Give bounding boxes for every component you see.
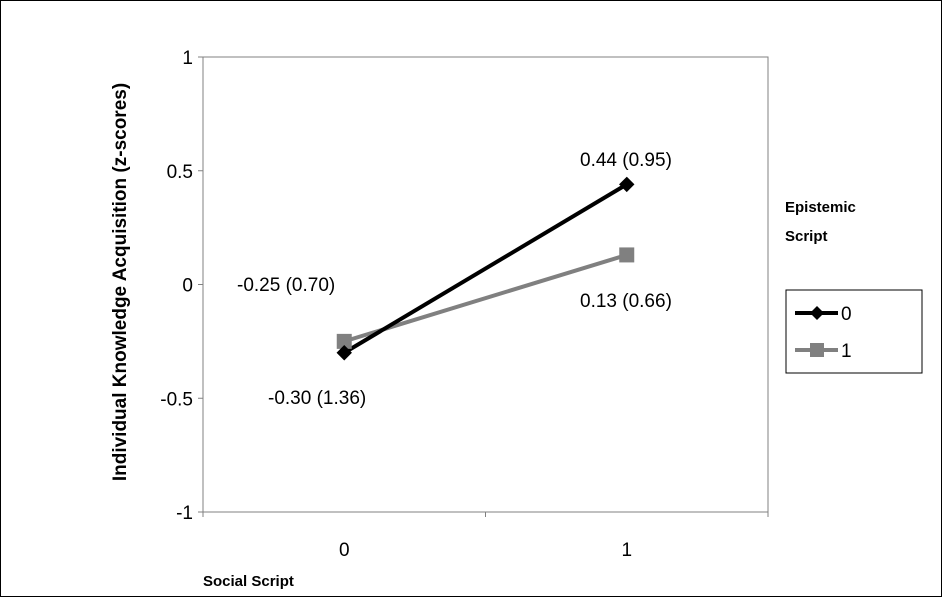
- legend-label-0: 0: [841, 304, 852, 325]
- y-tick-label: -1: [176, 503, 193, 524]
- legend: 01: [795, 304, 852, 362]
- x-tick-label: 1: [621, 540, 632, 561]
- y-tick-label: 1: [182, 48, 193, 69]
- data-point-1-1: [619, 247, 635, 263]
- legend-title-line1: Epistemic: [785, 199, 856, 216]
- series-layer: [336, 176, 635, 361]
- data-label-s2-x1: 0.13 (0.66): [580, 291, 672, 312]
- data-label-s2-x0: -0.25 (0.70): [237, 275, 335, 296]
- legend-marker-1: [810, 343, 824, 357]
- y-tick-label: -0.5: [160, 389, 193, 410]
- x-tick-label: 0: [339, 540, 350, 561]
- legend-box: [785, 289, 923, 374]
- x-axis-title: Social Script: [203, 573, 294, 590]
- y-tick-label: 0: [182, 276, 193, 297]
- series-line-0: [343, 182, 628, 355]
- data-point-0-1: [619, 176, 635, 193]
- legend-title-line2: Script: [785, 228, 828, 245]
- data-label-s1-x1: 0.44 (0.95): [580, 150, 672, 171]
- y-axis-title: Individual Knowledge Acquisition (z-scor…: [110, 83, 131, 481]
- data-point-0-0: [336, 345, 352, 361]
- legend-marker-0: [810, 306, 824, 320]
- legend-label-1: 1: [841, 341, 852, 362]
- data-label-s1-x0: -0.30 (1.36): [268, 388, 366, 409]
- y-tick-label: 0.5: [167, 162, 193, 183]
- plot-area: [202, 56, 769, 513]
- y-axis: 1 0.5 0 -0.5 -1: [160, 48, 203, 524]
